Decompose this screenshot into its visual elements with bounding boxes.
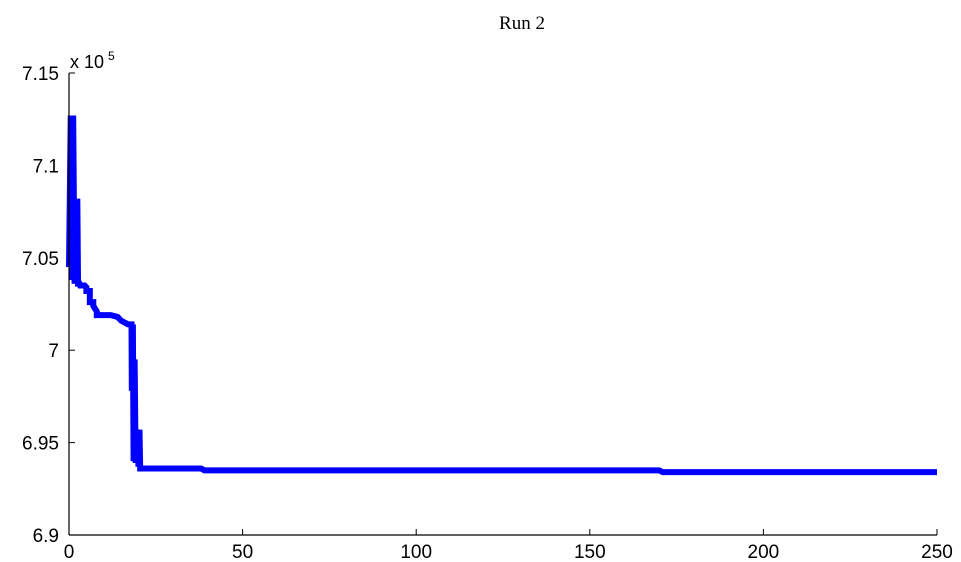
x-tick-label: 250 — [921, 542, 953, 562]
x-tick-label: 100 — [400, 542, 432, 562]
series-layer — [66, 115, 937, 476]
y-tick-label: 6.9 — [33, 526, 59, 547]
series-line — [66, 115, 937, 476]
y-tick-label: 7 — [48, 341, 59, 362]
x-tick-label: 150 — [574, 542, 606, 562]
y-axis-exponent-power: 5 — [108, 49, 115, 63]
chart-title: Run 2 — [499, 13, 545, 34]
y-tick-label: 6.95 — [22, 434, 59, 455]
x-tick-label: 200 — [748, 542, 780, 562]
y-tick-label: 7.15 — [22, 64, 59, 85]
x-tick-label: 0 — [64, 542, 75, 562]
y-axis-exponent-base: x 10 — [70, 52, 104, 72]
y-tick-label: 7.1 — [33, 156, 59, 177]
ticks-layer: 0 50 100 150 200 250 6.9 6.95 7 7.05 7.1 7.15 — [22, 64, 953, 562]
y-axis-exponent: x 10 5 — [70, 49, 115, 72]
x-tick-label: 50 — [232, 542, 253, 562]
y-tick-label: 7.05 — [22, 249, 59, 270]
